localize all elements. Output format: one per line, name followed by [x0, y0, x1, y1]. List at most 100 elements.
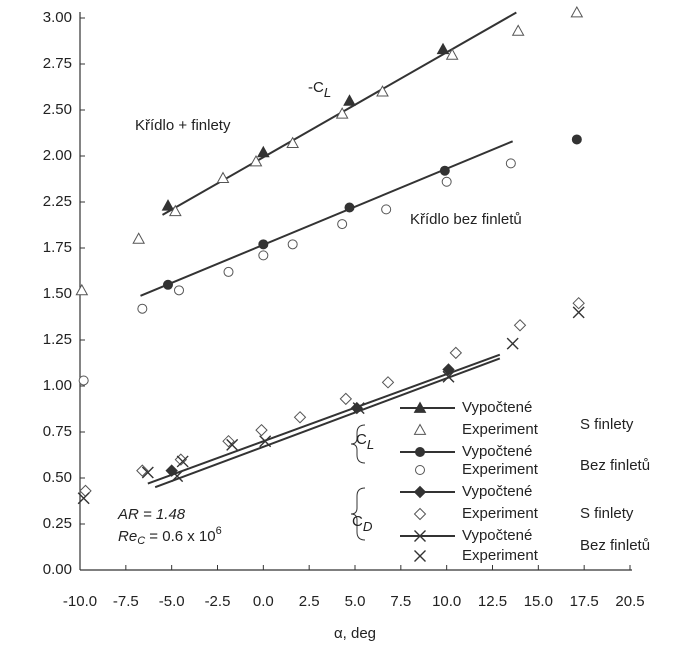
marker: [571, 134, 582, 145]
marker: [343, 94, 356, 106]
marker: [505, 158, 516, 169]
marker: [415, 465, 425, 475]
legend-label: Vypočtené: [462, 483, 532, 500]
marker: [77, 492, 90, 505]
marker: [259, 435, 272, 448]
marker: [572, 296, 585, 310]
marker: [165, 464, 178, 477]
subscript: L: [367, 437, 374, 452]
legend-condition: S finlety: [580, 505, 634, 522]
marker: [287, 239, 298, 250]
marker: [339, 392, 353, 406]
marker: [249, 154, 263, 167]
x-axis-label: α, deg: [334, 625, 376, 642]
text: C: [352, 513, 363, 530]
brace: [350, 424, 366, 464]
marker: [442, 363, 455, 376]
y-tick-label: 0.00: [43, 561, 72, 578]
marker: [132, 232, 146, 244]
marker: [335, 107, 349, 119]
text: Re: [118, 528, 137, 545]
marker: [376, 85, 389, 97]
legend-condition: Bez finletů: [580, 537, 650, 554]
text: = 0.6 x 10: [145, 528, 215, 545]
marker: [141, 466, 154, 479]
legend-label: Experiment: [462, 461, 539, 478]
y-tick-label: 2.50: [43, 101, 72, 118]
annotation: Křídlo bez finletů: [410, 211, 522, 228]
marker: [506, 337, 519, 350]
y-tick-label: 2.00: [43, 147, 72, 164]
x-tick-label: -10.0: [63, 593, 97, 610]
marker: [439, 165, 450, 176]
marker: [511, 24, 525, 36]
marker: [513, 319, 527, 332]
marker: [413, 401, 427, 413]
marker: [337, 219, 348, 230]
marker: [258, 250, 269, 261]
marker: [256, 145, 270, 158]
x-tick-label: 0.0: [253, 593, 274, 610]
marker: [413, 485, 427, 499]
y-tick-label: 0.25: [43, 515, 72, 532]
brace: [350, 487, 366, 541]
superscript: 6: [216, 525, 222, 537]
marker: [255, 423, 268, 437]
annotation: Křídlo + finlety: [135, 117, 231, 134]
marker: [449, 346, 463, 360]
marker: [344, 202, 355, 213]
marker: [78, 375, 89, 386]
fit-line: [140, 140, 514, 297]
x-tick-label: -5.0: [159, 593, 185, 610]
y-tick-label: 1.25: [43, 331, 72, 348]
x-tick-label: 7.5: [390, 593, 411, 610]
marker: [161, 199, 175, 211]
x-tick-label: 15.0: [524, 593, 553, 610]
marker: [381, 204, 392, 215]
fit-line: [147, 353, 501, 485]
marker: [75, 283, 89, 296]
text: -C: [308, 79, 324, 96]
marker: [136, 464, 149, 477]
marker: [286, 136, 300, 149]
x-tick-label: 2.5: [299, 593, 320, 610]
y-tick-label: 3.00: [43, 9, 72, 26]
legend-label: Vypočtené: [462, 399, 532, 416]
y-tick-label: 2.75: [43, 55, 72, 72]
legend-label: Vypočtené: [462, 443, 532, 460]
y-tick-label: 0.75: [43, 423, 72, 440]
marker: [414, 530, 426, 542]
legend-label: Experiment: [462, 547, 539, 564]
x-tick-label: -2.5: [205, 593, 231, 610]
y-tick-label: 1.75: [43, 239, 72, 256]
marker: [442, 370, 455, 383]
marker: [137, 303, 148, 314]
marker: [258, 239, 269, 250]
subscript: D: [363, 519, 373, 534]
marker: [352, 402, 365, 415]
marker: [413, 507, 427, 521]
marker: [226, 438, 239, 451]
annotation: AR = 1.48: [117, 506, 186, 523]
marker: [168, 204, 182, 217]
y-tick-label: 1.50: [43, 285, 72, 302]
marker: [79, 484, 92, 498]
marker: [174, 285, 184, 296]
marker: [572, 306, 585, 319]
text: C: [356, 431, 367, 448]
x-tick-label: 12.5: [478, 593, 507, 610]
marker: [171, 470, 184, 483]
x-tick-label: 17.5: [570, 593, 599, 610]
marker: [163, 279, 173, 290]
y-tick-label: 1.00: [43, 377, 72, 394]
legend-label: Experiment: [462, 421, 539, 438]
subscript: C: [137, 535, 145, 547]
y-tick-label: 2.25: [43, 193, 72, 210]
legend-condition: Bez finletů: [580, 457, 650, 474]
marker: [414, 550, 426, 562]
marker: [436, 42, 450, 55]
x-tick-label: 5.0: [345, 593, 366, 610]
marker: [223, 266, 234, 277]
legend-condition: S finlety: [580, 416, 634, 433]
annotation: ReC = 0.6 x 106: [118, 525, 222, 547]
